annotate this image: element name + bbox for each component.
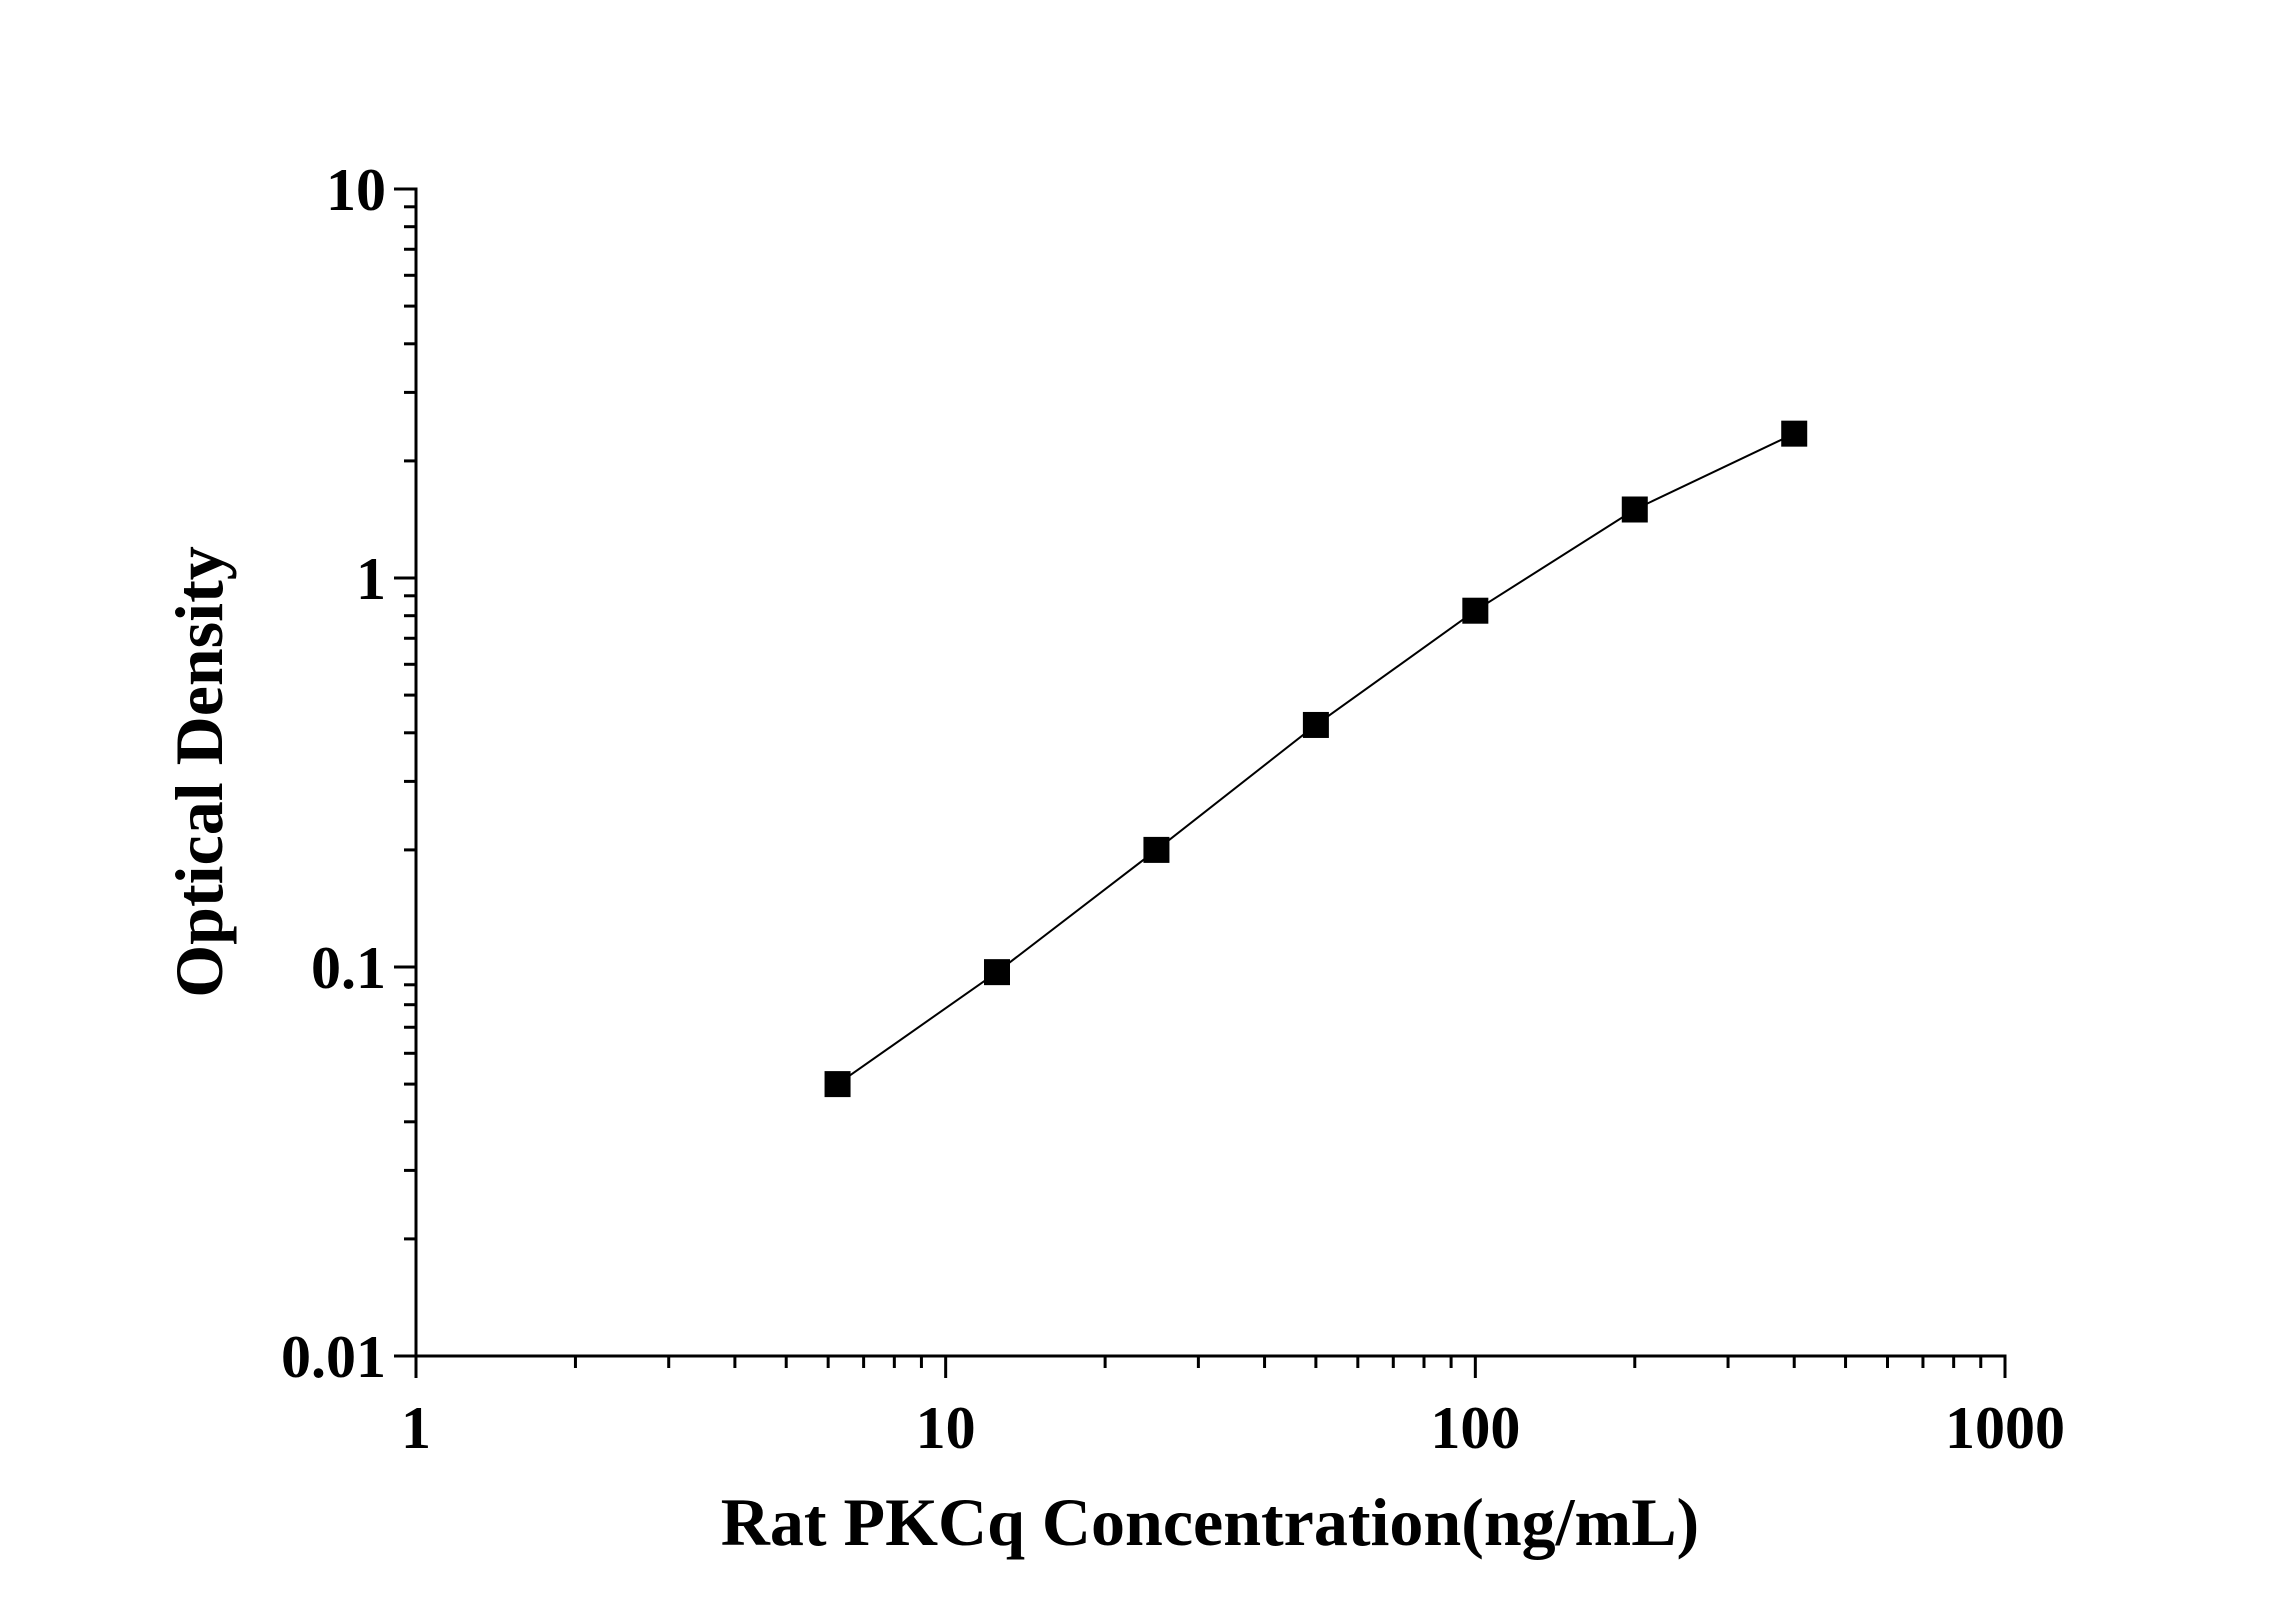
y-tick-label: 10 <box>326 157 386 223</box>
series-line <box>836 432 1795 1085</box>
y-tick-label: 0.1 <box>311 935 386 1001</box>
x-tick-label: 100 <box>1430 1395 1520 1461</box>
data-point <box>824 1071 851 1098</box>
data-point <box>983 959 1010 986</box>
data-point <box>1781 420 1808 447</box>
x-axis-title: Rat PKCq Concentration(ng/mL) <box>721 1484 1699 1560</box>
y-axis-title: Optical Density <box>161 546 237 997</box>
x-tick-label: 1 <box>401 1395 431 1461</box>
data-point <box>1302 711 1329 738</box>
data-point <box>1143 836 1170 863</box>
y-tick-label: 1 <box>356 546 386 612</box>
x-tick-label: 1000 <box>1945 1395 2065 1461</box>
data-point <box>1462 597 1489 624</box>
data-point <box>1621 496 1648 523</box>
x-tick-label: 10 <box>916 1395 976 1461</box>
y-tick-label: 0.01 <box>281 1324 386 1390</box>
